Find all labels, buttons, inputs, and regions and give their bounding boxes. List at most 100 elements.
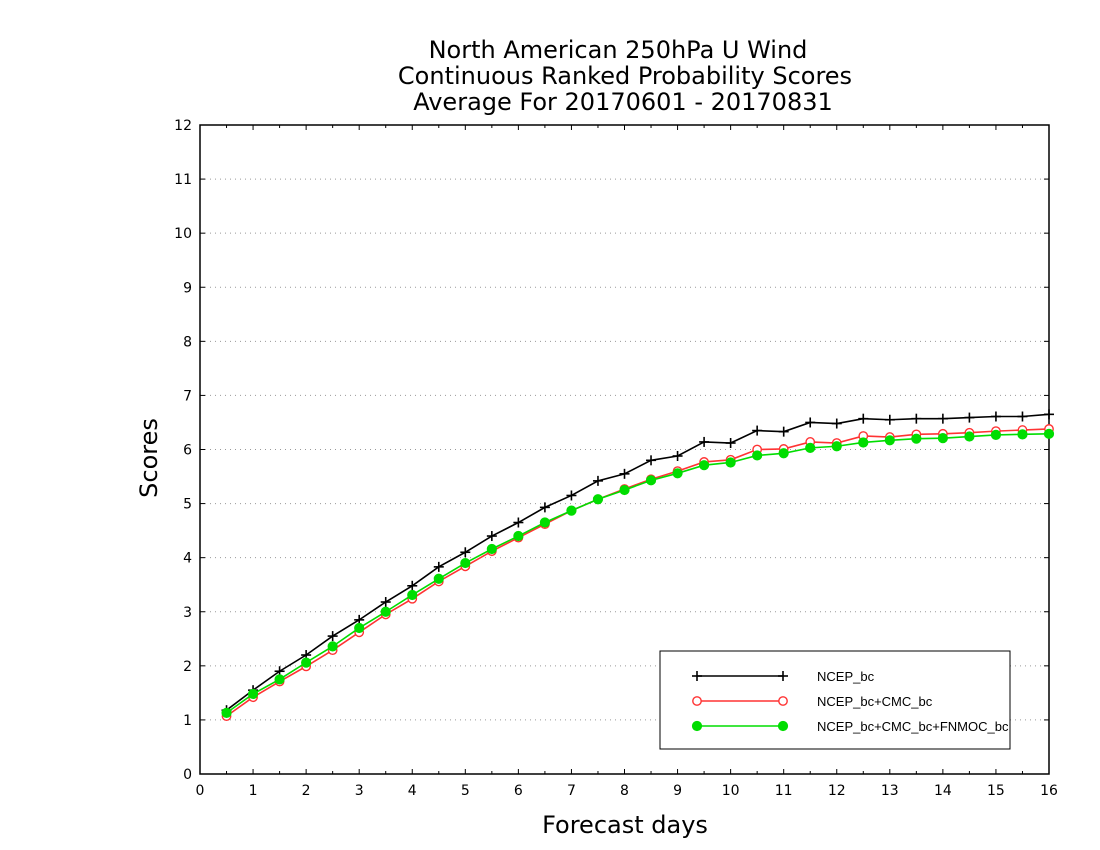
data-point	[937, 413, 948, 424]
x-tick-label: 1	[249, 783, 258, 799]
data-point	[460, 547, 471, 558]
data-point	[778, 448, 789, 459]
legend-marker-start	[691, 720, 703, 732]
legend-marker-end	[778, 696, 788, 706]
data-point	[911, 413, 922, 424]
title-line-1: North American 250hPa U Wind	[429, 36, 808, 64]
legend-box	[659, 650, 1011, 750]
data-point	[301, 657, 312, 668]
data-point	[752, 450, 763, 461]
data-point	[831, 418, 842, 429]
legend-label: NCEP_bc+CMC_bc	[817, 694, 933, 709]
y-tick-label: 8	[183, 334, 192, 350]
data-point	[327, 631, 338, 642]
y-tick-label: 6	[183, 443, 192, 459]
x-tick-label: 14	[934, 783, 952, 799]
y-tick-label: 11	[174, 172, 192, 188]
data-point	[274, 674, 285, 685]
data-point	[619, 484, 630, 496]
data-point	[672, 450, 683, 461]
data-point	[725, 438, 736, 449]
y-tick-label: 1	[183, 713, 192, 729]
y-tick-label: 2	[183, 659, 192, 675]
data-point	[592, 475, 603, 486]
title-line-2: Continuous Ranked Probability Scores	[398, 62, 852, 90]
data-point	[1017, 429, 1028, 440]
y-tick-label: 0	[183, 767, 192, 783]
data-point	[221, 707, 232, 718]
x-tick-label: 13	[881, 783, 899, 799]
data-point	[1017, 411, 1028, 422]
data-point	[752, 425, 763, 436]
data-point	[327, 641, 338, 652]
series-2	[221, 428, 1055, 718]
data-point	[884, 435, 895, 446]
legend-label: NCEP_bc	[817, 669, 875, 684]
title-line-3: Average For 20170601 - 20170831	[413, 88, 833, 116]
legend-marker-end	[778, 671, 788, 681]
y-tick-label: 5	[183, 497, 192, 513]
grid-lines	[200, 178, 1049, 721]
data-point	[911, 433, 922, 444]
legend: NCEP_bc NCEP_bc+CMC_bc NCEP_bc+CMC_bc+FNMO…	[659, 650, 1011, 750]
data-point	[433, 561, 444, 572]
data-point	[964, 431, 975, 442]
chart-title: North American 250hPa U Wind Continuous …	[398, 36, 852, 116]
x-tick-label: 2	[302, 783, 311, 799]
x-tick-label: 15	[987, 783, 1005, 799]
data-point	[566, 505, 577, 516]
data-point	[566, 490, 577, 501]
x-tick-label: 3	[355, 783, 364, 799]
data-point	[513, 517, 524, 528]
data-point	[380, 606, 391, 617]
x-tick-label: 7	[567, 783, 576, 799]
data-point	[486, 543, 497, 555]
x-tick-label: 12	[828, 783, 846, 799]
data-point	[805, 417, 816, 428]
legend-label: NCEP_bc+CMC_bc+FNMOC_bc	[817, 719, 1009, 734]
data-point	[858, 437, 869, 448]
data-point	[964, 412, 975, 423]
data-point	[990, 411, 1001, 422]
legend-marker-end	[777, 720, 789, 732]
data-point	[354, 622, 365, 634]
data-point	[539, 502, 550, 513]
data-point	[1043, 428, 1055, 439]
data-point	[433, 573, 444, 584]
x-tick-label: 4	[408, 783, 417, 799]
y-tick-label: 7	[183, 388, 192, 404]
data-point	[513, 530, 524, 542]
legend-item-0: NCEP_bc	[692, 669, 875, 684]
data-point	[990, 429, 1002, 440]
data-point	[937, 433, 948, 444]
legend-marker-start	[692, 696, 702, 706]
y-tick-label: 10	[174, 226, 192, 242]
data-point	[247, 688, 259, 700]
x-tick-label: 0	[196, 783, 205, 799]
data-point	[645, 475, 657, 486]
x-tick-label: 10	[722, 783, 740, 799]
data-point	[407, 580, 418, 591]
y-axis-label: Scores	[135, 418, 163, 498]
data-point	[672, 468, 683, 479]
data-point	[805, 442, 816, 453]
data-point	[778, 426, 789, 437]
x-axis-label: Forecast days	[542, 811, 708, 839]
x-tick-label: 6	[514, 783, 523, 799]
y-tick-label: 4	[183, 551, 192, 567]
data-point	[380, 597, 391, 608]
data-point	[592, 494, 604, 505]
data-point	[884, 414, 895, 425]
data-point	[407, 589, 418, 601]
legend-item-1: NCEP_bc+CMC_bc	[692, 694, 933, 709]
y-tick-label: 3	[183, 605, 192, 621]
data-point	[698, 460, 710, 471]
legend-marker-start	[692, 671, 702, 681]
data-point	[646, 455, 657, 466]
y-tick-label: 12	[174, 118, 192, 134]
x-tick-label: 11	[775, 783, 793, 799]
x-tick-label: 5	[461, 783, 470, 799]
data-point	[619, 468, 630, 479]
